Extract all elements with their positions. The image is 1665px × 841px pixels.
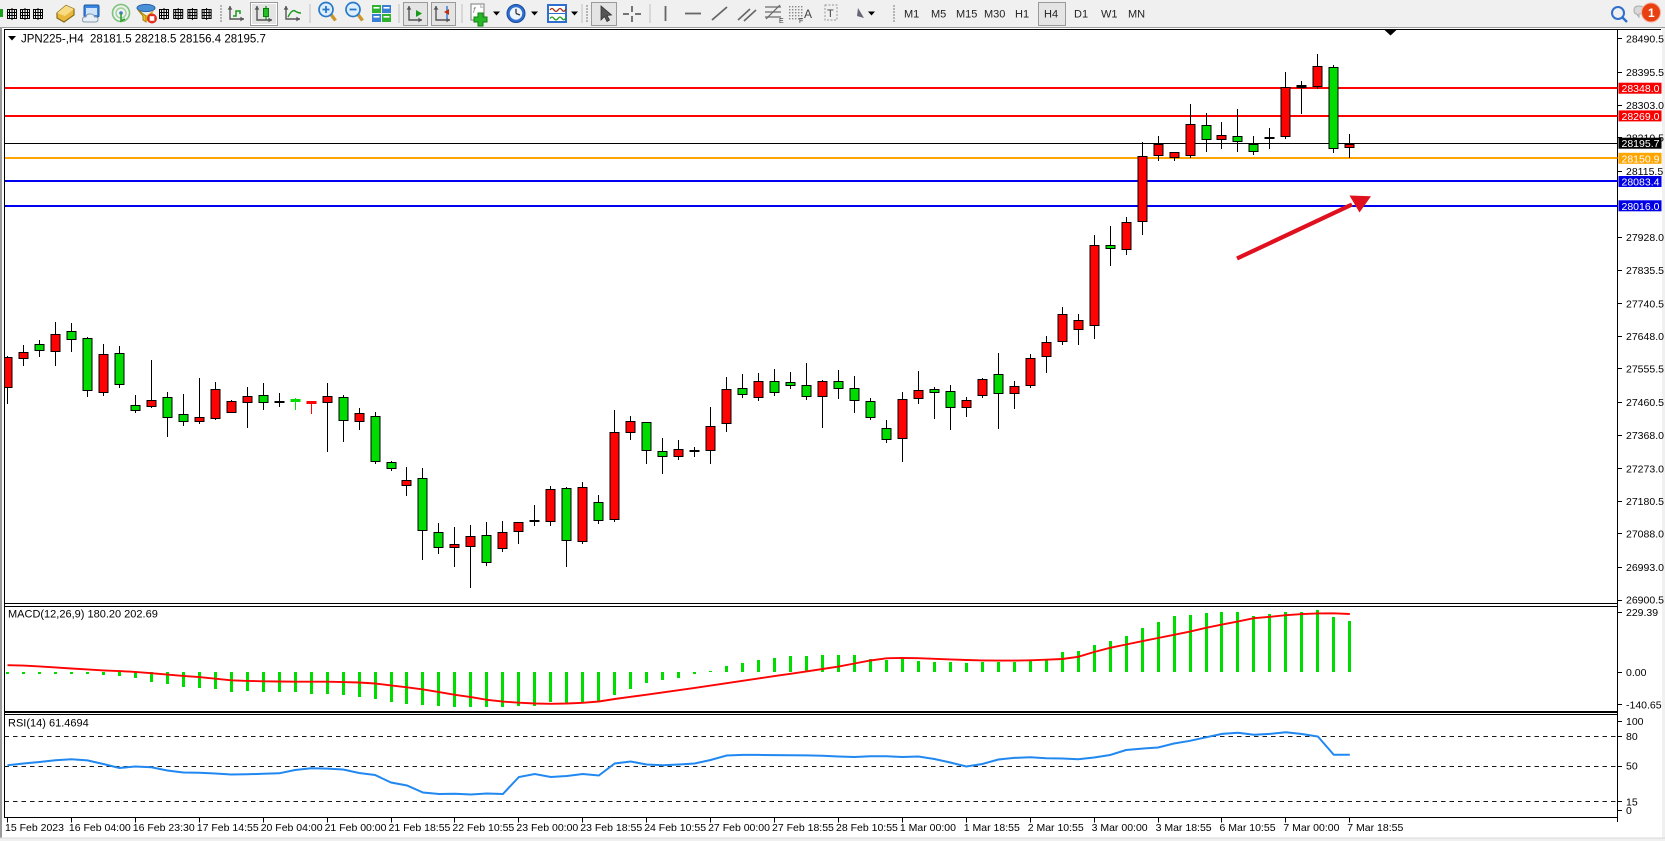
svg-text:27648.0: 27648.0	[1626, 331, 1664, 343]
svg-text:23 Feb 00:00: 23 Feb 00:00	[516, 822, 578, 834]
svg-text:23 Feb 18:55: 23 Feb 18:55	[580, 822, 642, 834]
svg-text:M1: M1	[904, 9, 919, 21]
svg-text:28195.7: 28195.7	[1622, 138, 1660, 150]
svg-text:0.00: 0.00	[1626, 667, 1647, 679]
svg-text:M5: M5	[931, 9, 946, 21]
svg-text:28395.5: 28395.5	[1626, 67, 1664, 79]
svg-text:E: E	[779, 18, 784, 25]
svg-text:3 Mar 00:00: 3 Mar 00:00	[1092, 822, 1148, 834]
svg-text:D1: D1	[1074, 9, 1088, 21]
svg-text:f: f	[473, 6, 476, 15]
svg-text:F: F	[799, 18, 803, 25]
svg-text:100: 100	[1626, 716, 1644, 728]
svg-text:0: 0	[1626, 805, 1632, 817]
svg-text:26993.0: 26993.0	[1626, 562, 1664, 574]
svg-text:1: 1	[1648, 6, 1655, 20]
svg-text:T: T	[827, 8, 834, 20]
svg-text:28303.0: 28303.0	[1626, 100, 1664, 112]
svg-text:24 Feb 10:55: 24 Feb 10:55	[644, 822, 706, 834]
svg-text:22 Feb 10:55: 22 Feb 10:55	[452, 822, 514, 834]
svg-text:28083.4: 28083.4	[1622, 177, 1660, 189]
svg-text:-140.65: -140.65	[1626, 700, 1662, 712]
svg-text:28150.9: 28150.9	[1622, 153, 1660, 165]
svg-text:1 Mar 00:00: 1 Mar 00:00	[900, 822, 956, 834]
svg-text:26900.5: 26900.5	[1626, 595, 1664, 607]
svg-text:80: 80	[1626, 731, 1638, 743]
svg-text:W1: W1	[1101, 9, 1118, 21]
svg-text:27555.5: 27555.5	[1626, 364, 1664, 376]
svg-text:27273.0: 27273.0	[1626, 463, 1664, 475]
svg-text:21 Feb 00:00: 21 Feb 00:00	[325, 822, 387, 834]
svg-text:28490.5: 28490.5	[1626, 34, 1664, 46]
svg-text:A: A	[804, 7, 812, 21]
svg-text:50: 50	[1626, 761, 1638, 773]
svg-text:27460.5: 27460.5	[1626, 397, 1664, 409]
svg-text:H1: H1	[1015, 9, 1029, 21]
svg-text:H4: H4	[1044, 9, 1058, 21]
svg-text:1 Mar 18:55: 1 Mar 18:55	[964, 822, 1020, 834]
svg-text:7 Mar 18:55: 7 Mar 18:55	[1347, 822, 1403, 834]
svg-text:27088.0: 27088.0	[1626, 529, 1664, 541]
svg-text:RSI(14) 61.4694: RSI(14) 61.4694	[8, 718, 89, 730]
svg-text:27368.0: 27368.0	[1626, 430, 1664, 442]
svg-text:20 Feb 04:00: 20 Feb 04:00	[261, 822, 323, 834]
svg-text:MN: MN	[1128, 9, 1145, 21]
svg-text:28 Feb 10:55: 28 Feb 10:55	[836, 822, 898, 834]
svg-text:7 Mar 00:00: 7 Mar 00:00	[1283, 822, 1339, 834]
svg-text:27180.5: 27180.5	[1626, 496, 1664, 508]
svg-text:16 Feb 04:00: 16 Feb 04:00	[69, 822, 131, 834]
svg-text:16 Feb 23:30: 16 Feb 23:30	[133, 822, 195, 834]
svg-text:27 Feb 18:55: 27 Feb 18:55	[772, 822, 834, 834]
svg-text:28348.0: 28348.0	[1622, 83, 1660, 95]
svg-text:27 Feb 00:00: 27 Feb 00:00	[708, 822, 770, 834]
svg-text:27740.5: 27740.5	[1626, 298, 1664, 310]
svg-text:229.39: 229.39	[1626, 607, 1658, 619]
svg-text:M15: M15	[956, 9, 977, 21]
svg-text:15 Feb 2023: 15 Feb 2023	[5, 822, 64, 834]
svg-text:27928.0: 27928.0	[1626, 232, 1664, 244]
svg-text:28016.0: 28016.0	[1622, 201, 1660, 213]
svg-text:JPN225-,H4 28181.5 28218.5 28: JPN225-,H4 28181.5 28218.5 28156.4 28195…	[21, 34, 266, 46]
svg-text:27835.5: 27835.5	[1626, 265, 1664, 277]
svg-text:28115.5: 28115.5	[1626, 166, 1663, 178]
svg-text:3 Mar 18:55: 3 Mar 18:55	[1156, 822, 1212, 834]
svg-text:M30: M30	[984, 9, 1005, 21]
svg-text:2 Mar 10:55: 2 Mar 10:55	[1028, 822, 1084, 834]
svg-text:15: 15	[1626, 797, 1638, 809]
svg-text:17 Feb 14:55: 17 Feb 14:55	[197, 822, 259, 834]
svg-text:6 Mar 10:55: 6 Mar 10:55	[1220, 822, 1276, 834]
svg-text:MACD(12,26,9) 180.20 202.69: MACD(12,26,9) 180.20 202.69	[8, 609, 158, 621]
svg-text:21 Feb 18:55: 21 Feb 18:55	[389, 822, 451, 834]
svg-text:28269.0: 28269.0	[1622, 111, 1660, 123]
